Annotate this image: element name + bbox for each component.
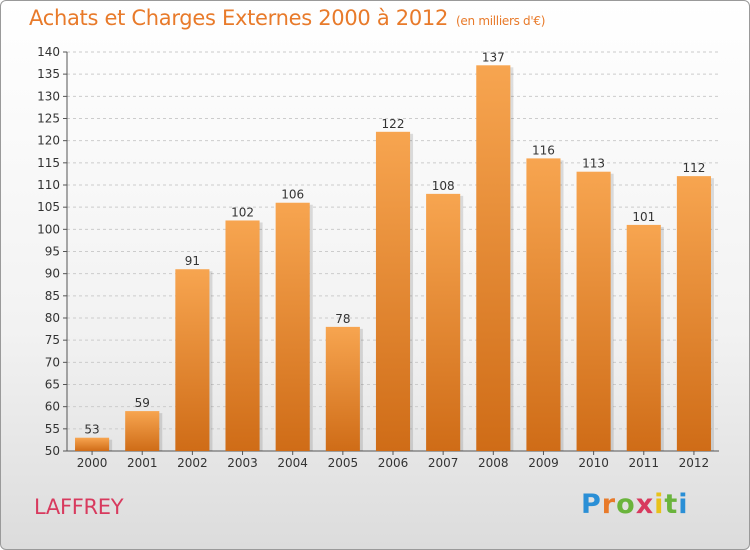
logo-letter: i	[654, 489, 665, 520]
x-tick-label: 2010	[578, 456, 609, 470]
x-tick-label: 2011	[628, 456, 659, 470]
bar	[426, 193, 461, 451]
y-tick-label: 115	[37, 156, 60, 170]
bar-value-label: 106	[281, 188, 304, 202]
y-tick-label: 50	[45, 444, 60, 458]
y-tick-label: 135	[37, 67, 60, 81]
bar	[476, 65, 511, 452]
x-tick-label: 2012	[679, 456, 710, 470]
bar-value-label: 102	[231, 205, 254, 219]
bar	[526, 158, 561, 451]
x-tick-label: 2000	[77, 456, 108, 470]
y-tick-label: 55	[45, 422, 60, 436]
bar	[125, 411, 160, 451]
y-tick-label: 90	[45, 267, 60, 281]
bar	[576, 171, 611, 451]
proxiti-logo: Proxiti	[581, 489, 689, 520]
y-tick-label: 80	[45, 311, 60, 325]
y-tick-label: 120	[37, 134, 60, 148]
bar-value-label: 113	[582, 157, 605, 171]
y-tick-label: 140	[37, 45, 60, 59]
logo-letter: P	[581, 489, 602, 520]
logo-letter: t	[664, 489, 679, 520]
y-tick-label: 65	[45, 378, 60, 392]
bar	[626, 224, 661, 451]
y-tick-label: 60	[45, 400, 60, 414]
x-tick-label: 2002	[177, 456, 208, 470]
x-tick-label: 2008	[478, 456, 509, 470]
x-tick-label: 2006	[378, 456, 409, 470]
bar	[75, 437, 110, 451]
bar-value-label: 122	[382, 117, 405, 131]
logo-letter: x	[635, 489, 655, 520]
y-tick-label: 95	[45, 245, 60, 259]
logo-letter: i	[678, 489, 689, 520]
chart-title: Achats et Charges Externes 2000 à 2012 (e…	[29, 6, 546, 30]
bar	[375, 131, 411, 452]
bar-value-label: 78	[335, 312, 350, 326]
y-tick-label: 105	[37, 200, 60, 214]
y-tick-label: 85	[45, 289, 60, 303]
bar-value-label: 91	[185, 254, 200, 268]
chart-subtitle: (en milliers d'€)	[456, 14, 546, 28]
x-tick-label: 2007	[428, 456, 459, 470]
bar-value-label: 137	[482, 50, 505, 64]
x-tick-label: 2009	[528, 456, 559, 470]
y-tick-label: 125	[37, 112, 60, 126]
x-tick-label: 2003	[227, 456, 258, 470]
bar	[225, 220, 260, 451]
bar	[676, 176, 711, 451]
bar-value-label: 53	[84, 423, 99, 437]
logo-letter: o	[616, 489, 636, 520]
y-tick-label: 130	[37, 89, 60, 103]
y-tick-label: 100	[37, 222, 60, 236]
commune-label: LAFFREY	[34, 495, 124, 519]
y-tick-label: 75	[45, 333, 60, 347]
bar	[325, 326, 360, 451]
x-tick-label: 2004	[277, 456, 308, 470]
x-tick-label: 2001	[127, 456, 158, 470]
bar-value-label: 112	[682, 161, 705, 175]
bar-value-label: 108	[432, 179, 455, 193]
bar-value-label: 59	[135, 396, 150, 410]
bar-value-label: 116	[532, 143, 555, 157]
y-tick-label: 110	[37, 178, 60, 192]
bar	[175, 269, 210, 451]
bar	[275, 202, 310, 451]
x-tick-label: 2005	[328, 456, 359, 470]
logo-letter: r	[601, 489, 617, 520]
y-tick-label: 70	[45, 355, 60, 369]
bar-value-label: 101	[632, 210, 655, 224]
